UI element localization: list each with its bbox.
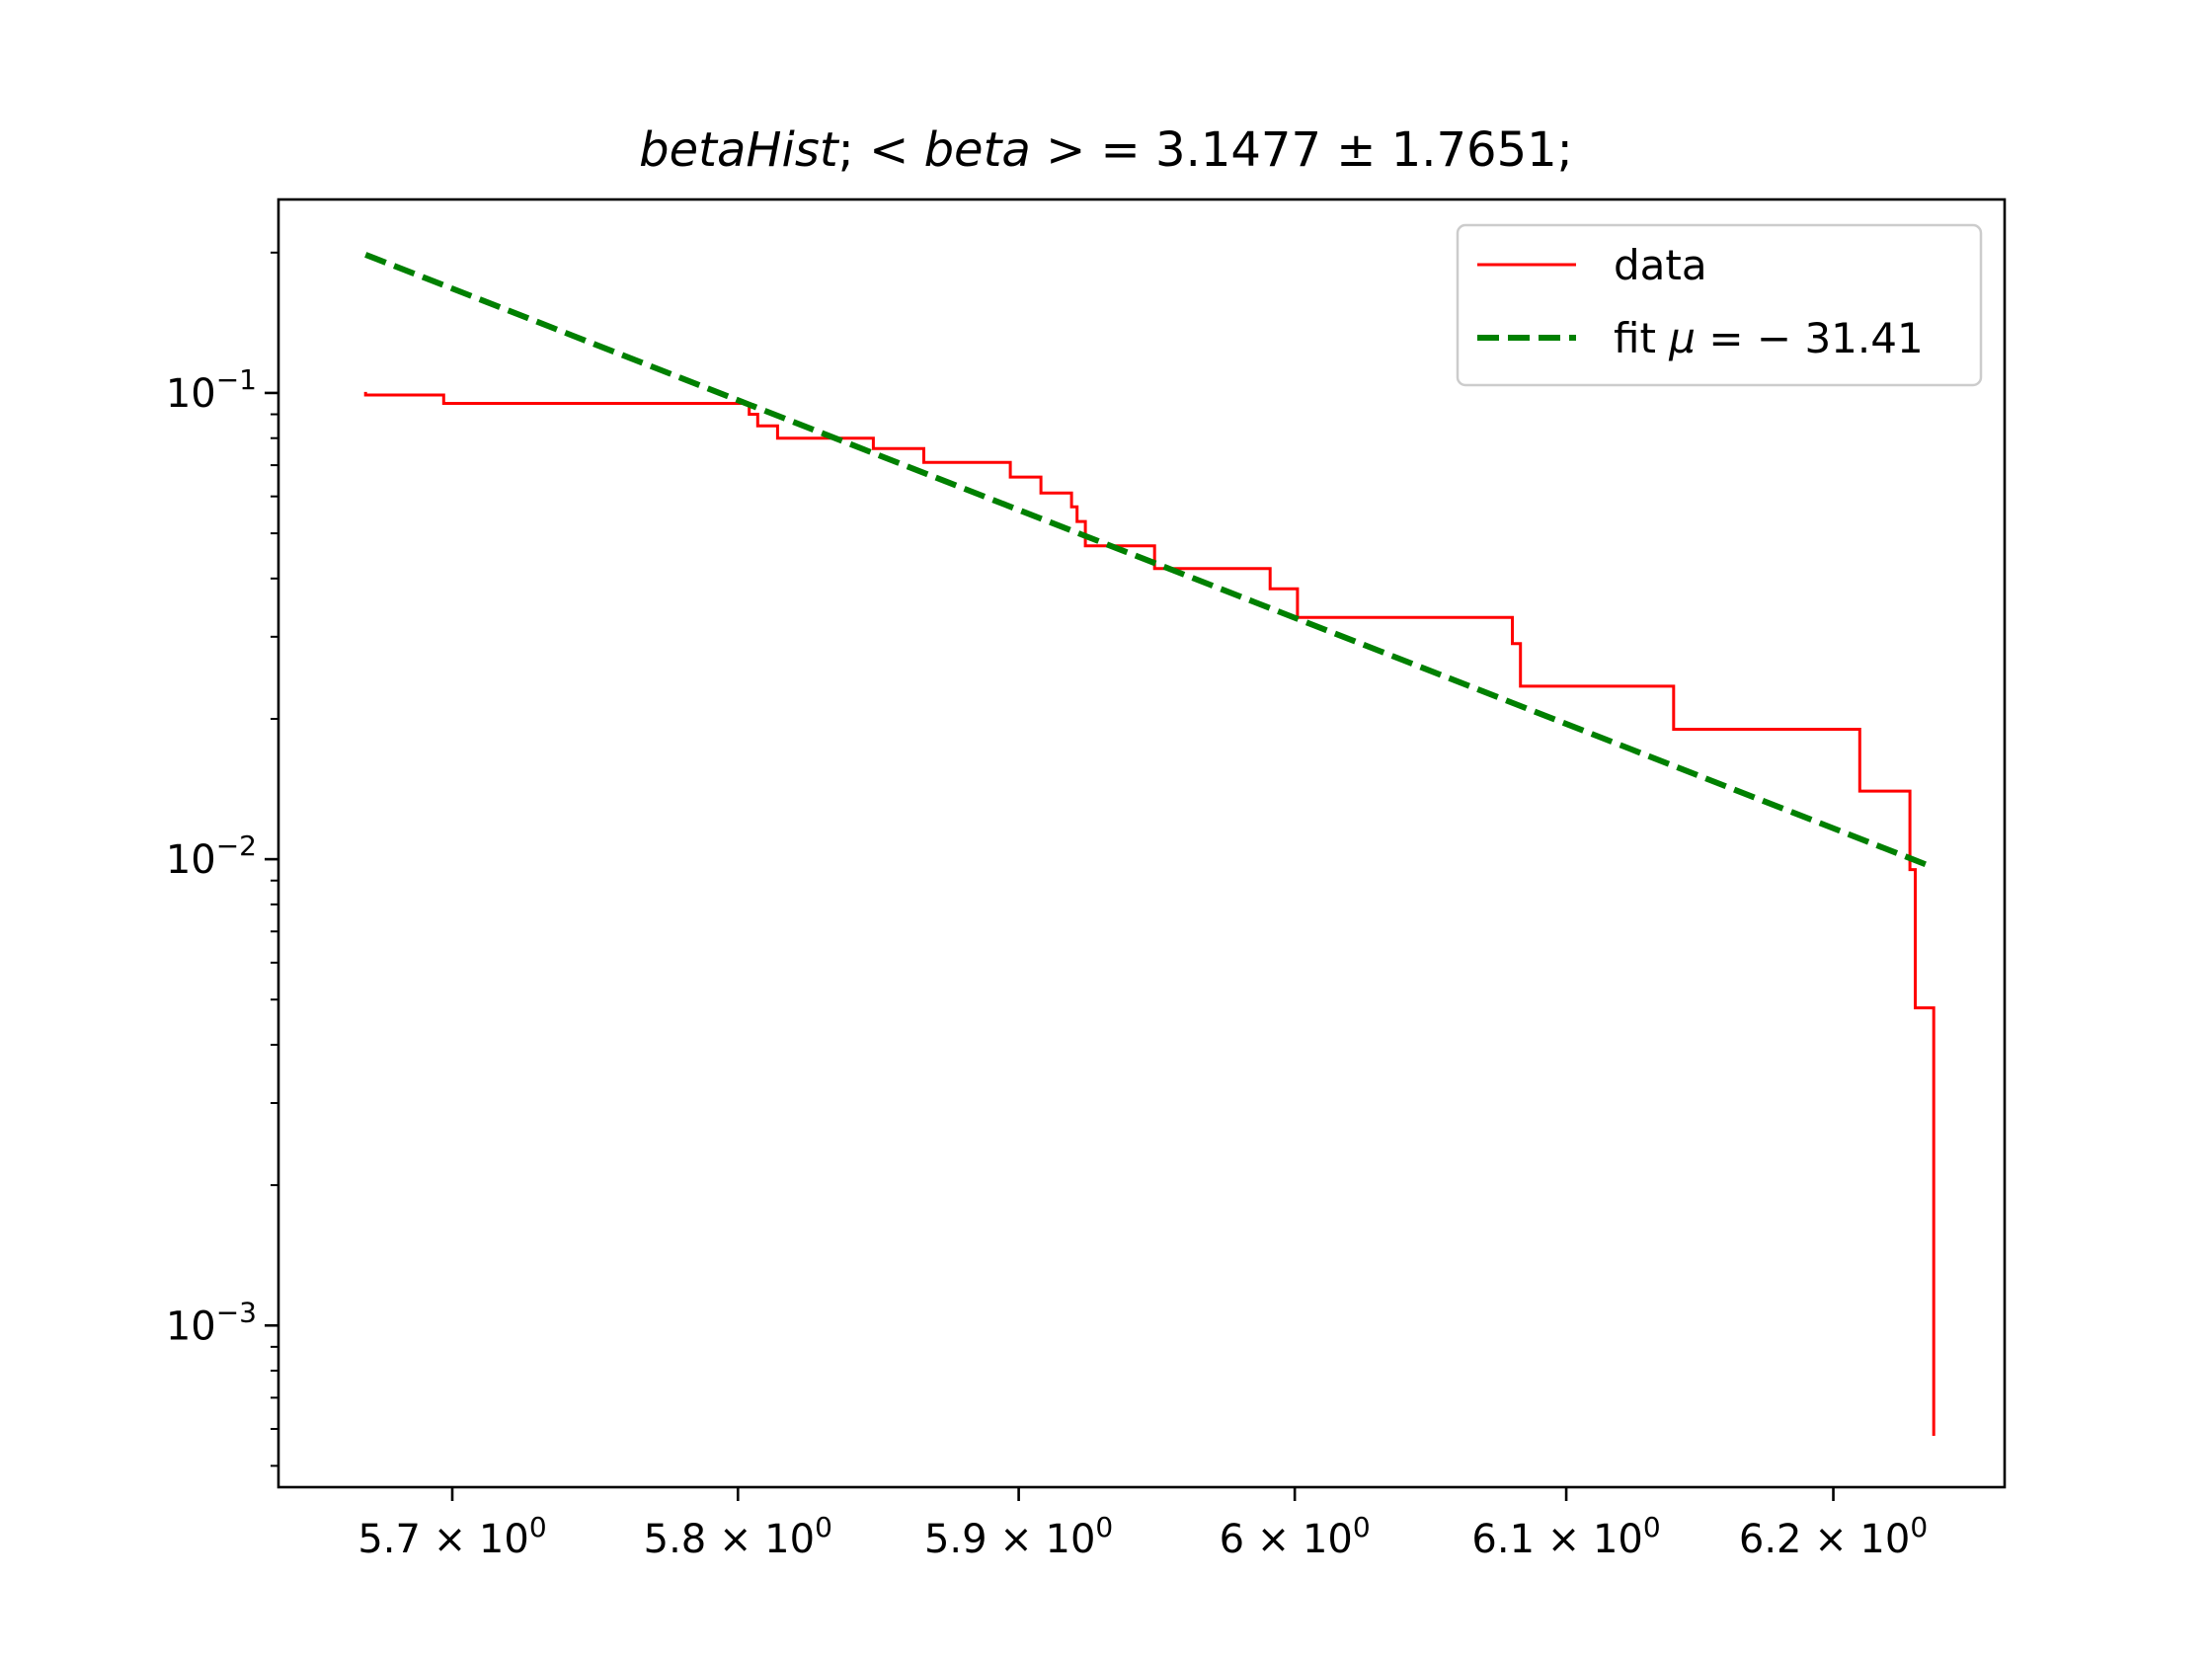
y-tick-label: 10−3 <box>166 1296 257 1349</box>
title-lt: < <box>869 122 923 178</box>
x-tick-label: 5.9 × 100 <box>924 1511 1113 1562</box>
legend-fit-label: fit μ = − 31.41 <box>1614 314 1924 362</box>
title-gt: > <box>1031 122 1085 178</box>
x-tick-label: 5.7 × 100 <box>357 1511 546 1562</box>
title-name: betaHist <box>639 122 840 178</box>
legend-fit-mu: μ <box>1668 314 1696 362</box>
y-axis-ticks: 10−1 10−2 10−3 <box>166 251 278 1467</box>
x-tick-label: 6.2 × 100 <box>1739 1511 1928 1562</box>
x-tick-label: 6 × 100 <box>1220 1511 1371 1562</box>
title-sep: ; <box>838 122 869 178</box>
y-tick-label: 10−1 <box>166 363 257 417</box>
x-tick-label: 5.8 × 100 <box>644 1511 832 1562</box>
legend-data-label: data <box>1614 241 1707 289</box>
title-var: beta <box>924 122 1031 178</box>
series-layer <box>363 252 1936 1436</box>
title-value: = 3.1477 ± 1.7651; <box>1085 122 1573 178</box>
x-tick-label: 6.1 × 100 <box>1471 1511 1660 1562</box>
y-tick-label: 10−2 <box>166 830 257 883</box>
legend-fit-value: = − 31.41 <box>1696 314 1924 362</box>
legend: data fit μ = − 31.41 <box>1456 223 1983 387</box>
series-line-data <box>363 391 1936 1436</box>
legend-fit-prefix: fit <box>1614 314 1669 362</box>
legend-box <box>1456 223 1983 387</box>
x-axis-ticks: 5.7 × 100 5.8 × 100 5.9 × 100 6 × 100 6.1 × … <box>357 1487 1928 1562</box>
series-line-fit <box>364 252 1936 871</box>
chart-title: betaHist; < beta > = 3.1477 ± 1.7651; <box>639 122 1573 178</box>
plot-frame <box>276 198 2007 1489</box>
